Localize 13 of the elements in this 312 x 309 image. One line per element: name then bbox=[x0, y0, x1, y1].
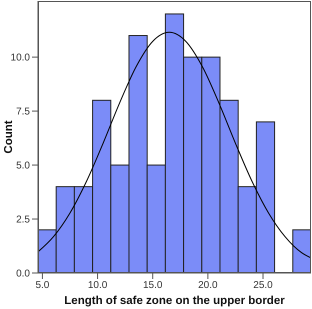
x-tick-label: 25.0 bbox=[253, 280, 274, 292]
x-axis-title: Length of safe zone on the upper border bbox=[64, 295, 286, 307]
y-axis-title: Count bbox=[3, 120, 15, 154]
y-tick-label: 10.0 bbox=[10, 52, 30, 64]
x-tick-label: 15.0 bbox=[142, 280, 163, 292]
y-tick-label: 7.5 bbox=[16, 106, 30, 118]
y-tick-label: 5.0 bbox=[16, 160, 30, 172]
x-tick-label: 10.0 bbox=[88, 280, 108, 292]
x-tick-label: 20.0 bbox=[198, 280, 218, 292]
x-tick-label: 5.0 bbox=[35, 280, 50, 292]
y-tick-label: 2.5 bbox=[16, 214, 30, 226]
line-series bbox=[38, 32, 311, 258]
y-tick-label: 0.0 bbox=[16, 268, 30, 280]
